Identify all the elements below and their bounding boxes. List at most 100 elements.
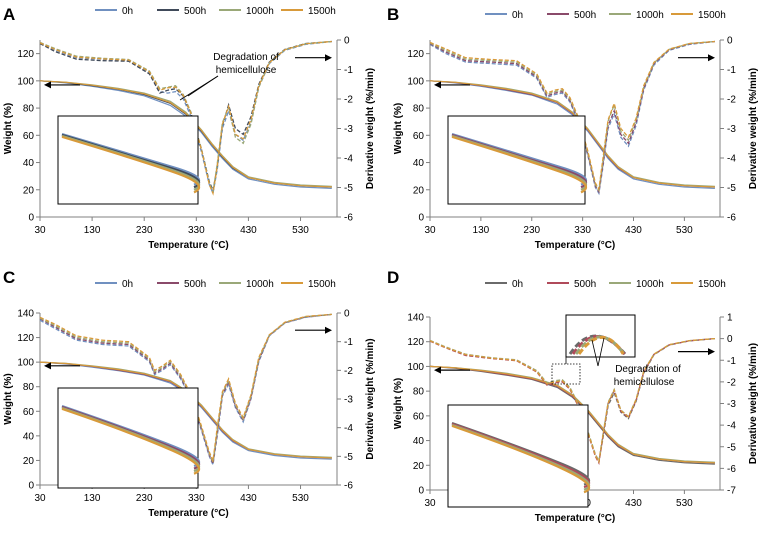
highlight-region bbox=[551, 363, 581, 385]
y-left-tick-label: 20 bbox=[413, 461, 425, 472]
tga-line-1500h bbox=[429, 80, 715, 188]
annotation-d: Degradation of hemicellulose bbox=[551, 314, 681, 388]
annotation-line-2: hemicellulose bbox=[614, 377, 675, 388]
y-right-tick-label: -6 bbox=[727, 464, 736, 475]
legend-label: 1000h bbox=[636, 279, 664, 290]
zoom-inset-frame bbox=[57, 115, 199, 205]
y-right-tick-label: 0 bbox=[727, 36, 733, 47]
y-right-tick-label: -5 bbox=[344, 183, 353, 194]
arrow-head-icon bbox=[708, 54, 715, 62]
x-axis-title: Temperature (°C) bbox=[148, 240, 229, 251]
y-left-tick-label: 80 bbox=[23, 382, 35, 393]
y-right-tick-label: -5 bbox=[344, 452, 353, 463]
x-tick-label: 530 bbox=[292, 493, 309, 504]
x-tick-label: 130 bbox=[473, 225, 490, 236]
panel-label: C bbox=[3, 268, 15, 287]
y-right-tick-label: -3 bbox=[344, 395, 353, 406]
x-axis-title: Temperature (°C) bbox=[535, 513, 616, 524]
dtg-line-1000h bbox=[429, 40, 715, 193]
zoom-inset bbox=[57, 387, 201, 489]
zoom-inset bbox=[447, 115, 587, 205]
y-left-tick-label: 20 bbox=[413, 185, 425, 196]
dtg-line-500h bbox=[429, 40, 715, 194]
y-left-tick-label: 0 bbox=[28, 213, 34, 224]
y-right-axis-title: Derivative weight (%/min) bbox=[365, 68, 376, 189]
annotation-line-1: Degradation of bbox=[213, 52, 279, 63]
x-tick-label: 30 bbox=[34, 493, 46, 504]
x-tick-label: 430 bbox=[625, 225, 642, 236]
y-right-axis-title: Derivative weight (%/min) bbox=[365, 338, 376, 459]
zoom-inset-curve-1500h bbox=[451, 424, 590, 494]
y-left-tick-label: 20 bbox=[23, 456, 35, 467]
y-left-tick-label: 100 bbox=[17, 76, 34, 87]
y-left-tick-label: 40 bbox=[413, 158, 425, 169]
y-left-tick-label: 40 bbox=[23, 431, 35, 442]
y-right-tick-label: -2 bbox=[727, 95, 736, 106]
dtg-line-0h bbox=[429, 40, 715, 196]
arrow-head-icon bbox=[44, 362, 51, 370]
arrow-head-icon bbox=[44, 81, 51, 89]
y-left-tick-label: 100 bbox=[407, 76, 424, 87]
tga-line-1500h bbox=[39, 361, 332, 459]
legend-label: 1500h bbox=[308, 279, 336, 290]
zoom-inset-curve-1500h bbox=[61, 135, 201, 194]
y-right-tick-label: -4 bbox=[727, 154, 736, 165]
x-axis-title: Temperature (°C) bbox=[148, 508, 229, 519]
y-left-tick-label: 0 bbox=[418, 213, 424, 224]
x-tick-label: 530 bbox=[676, 225, 693, 236]
y-left-tick-label: 100 bbox=[17, 358, 34, 369]
x-tick-label: 430 bbox=[625, 498, 642, 509]
zoom-inset-frame bbox=[57, 387, 199, 489]
x-tick-label: 330 bbox=[188, 493, 205, 504]
arrow-head-icon bbox=[708, 348, 715, 356]
zoom-inset bbox=[57, 115, 201, 205]
y-right-tick-label: -1 bbox=[344, 337, 353, 348]
legend-label: 1000h bbox=[246, 279, 274, 290]
tga-line-0h bbox=[429, 80, 715, 189]
y-right-tick-label: -3 bbox=[727, 399, 736, 410]
x-tick-label: 30 bbox=[424, 225, 436, 236]
x-tick-label: 230 bbox=[136, 225, 153, 236]
y-right-tick-label: -1 bbox=[727, 356, 736, 367]
tga-line-0h bbox=[39, 361, 332, 460]
y-left-tick-label: 80 bbox=[413, 104, 425, 115]
legend-label: 0h bbox=[122, 279, 133, 290]
y-left-tick-label: 140 bbox=[17, 309, 34, 320]
y-left-tick-label: 60 bbox=[413, 411, 425, 422]
hemicellulose-zoom-curve bbox=[577, 336, 625, 355]
arrow-head-icon bbox=[434, 366, 441, 374]
y-right-tick-label: -3 bbox=[727, 124, 736, 135]
legend-label: 500h bbox=[574, 10, 596, 21]
y-left-tick-label: 120 bbox=[407, 49, 424, 60]
y-right-tick-label: -4 bbox=[727, 421, 736, 432]
x-tick-label: 330 bbox=[188, 225, 205, 236]
zoom-inset-curve-1500h bbox=[61, 407, 201, 475]
y-left-tick-label: 40 bbox=[23, 158, 35, 169]
annotation-pointer bbox=[179, 75, 219, 101]
x-tick-label: 430 bbox=[240, 225, 257, 236]
y-right-tick-label: 0 bbox=[344, 36, 350, 47]
chart-panel-d: D3013023033043053002040608010012014010-1… bbox=[387, 268, 759, 524]
y-right-tick-label: -2 bbox=[344, 366, 353, 377]
x-tick-label: 230 bbox=[523, 225, 540, 236]
dtg-line-1500h bbox=[429, 337, 715, 464]
legend-label: 0h bbox=[512, 279, 523, 290]
x-tick-label: 30 bbox=[34, 225, 46, 236]
x-axis-title: Temperature (°C) bbox=[535, 240, 616, 251]
arrow-head-icon bbox=[325, 54, 332, 62]
arrow-head-icon bbox=[325, 326, 332, 334]
y-left-tick-label: 20 bbox=[23, 185, 35, 196]
x-tick-label: 230 bbox=[136, 493, 153, 504]
y-left-tick-label: 120 bbox=[17, 49, 34, 60]
y-right-tick-label: -6 bbox=[344, 213, 353, 224]
y-right-tick-label: -2 bbox=[727, 377, 736, 388]
zoom-inset bbox=[447, 404, 590, 508]
y-left-tick-label: 40 bbox=[413, 436, 425, 447]
x-tick-label: 530 bbox=[292, 225, 309, 236]
legend-label: 1500h bbox=[698, 279, 726, 290]
zoom-inset-curve-1500h bbox=[451, 135, 587, 194]
x-tick-label: 530 bbox=[676, 498, 693, 509]
tga-line-0h bbox=[39, 80, 332, 189]
legend-label: 1000h bbox=[246, 6, 274, 17]
annotation-a: Degradation of hemicellulose bbox=[179, 52, 279, 101]
